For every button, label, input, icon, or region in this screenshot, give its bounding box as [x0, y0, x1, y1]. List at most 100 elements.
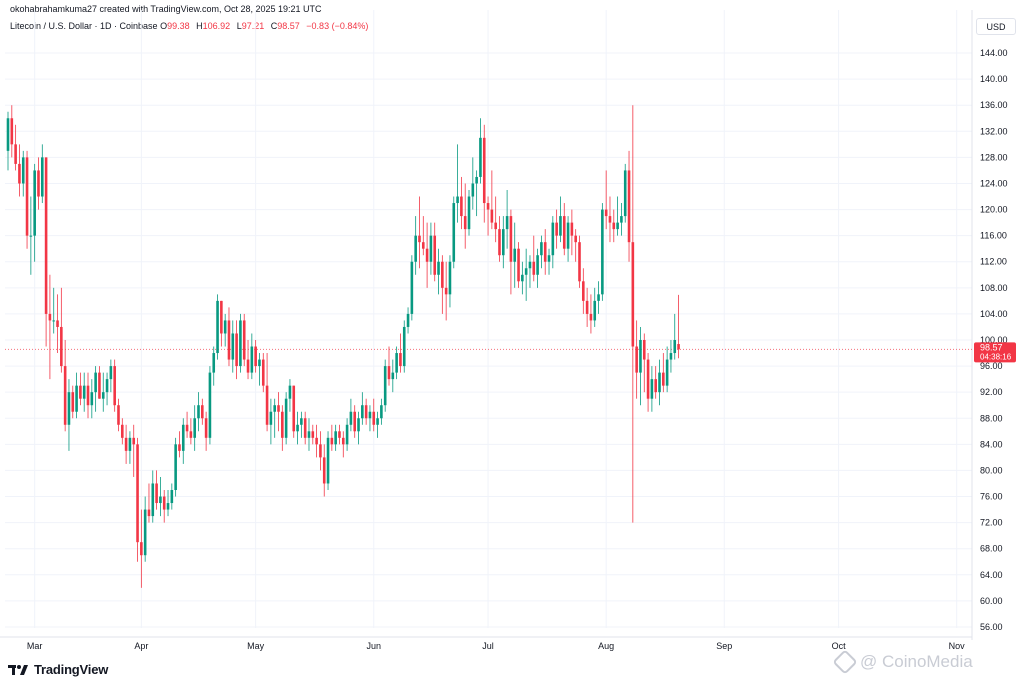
y-tick-label: 124.00 — [980, 178, 1008, 188]
candle-body — [593, 300, 597, 321]
candle-body — [67, 392, 71, 425]
candle-body — [21, 157, 25, 184]
candle-body — [124, 437, 128, 451]
candle-body — [608, 216, 612, 223]
x-tick-label: May — [247, 641, 265, 651]
candle-body — [63, 366, 67, 425]
candle-body — [467, 196, 471, 230]
candle-body — [551, 222, 555, 256]
y-tick-label: 140.00 — [980, 74, 1008, 84]
candle-body — [162, 496, 166, 510]
candle-body — [254, 346, 257, 367]
candle-body — [79, 385, 82, 399]
candle-body — [185, 424, 189, 432]
candle-body — [75, 385, 78, 412]
candle-body — [650, 379, 654, 399]
y-tick-label: 68.00 — [980, 544, 1003, 554]
y-tick-label: 128.00 — [980, 152, 1008, 162]
candle-body — [6, 118, 10, 151]
candle-body — [486, 203, 490, 210]
candle-body — [246, 359, 250, 373]
candle-body — [654, 379, 657, 393]
candle-body — [566, 222, 570, 249]
candle-body — [151, 483, 155, 517]
candle-body — [494, 222, 497, 230]
candle-body — [140, 542, 143, 556]
y-tick-label: 132.00 — [980, 126, 1008, 136]
candle-body — [410, 261, 414, 314]
price-tag-countdown: 04:38:16 — [980, 352, 1012, 361]
candle-body — [562, 216, 566, 249]
tradingview-logo[interactable]: TradingView — [8, 662, 108, 677]
high-value: 106.92 — [202, 21, 231, 31]
candle-body — [357, 418, 360, 432]
y-tick-label: 80.00 — [980, 465, 1003, 475]
candle-body — [437, 261, 440, 275]
symbol-info: Litecoin / U.S. Dollar · 1D · Coinbase O… — [10, 21, 372, 31]
candle-body — [52, 320, 56, 322]
candle-body — [322, 457, 326, 484]
candle-body — [658, 372, 661, 393]
candle-body — [181, 424, 185, 451]
candle-body — [509, 216, 513, 262]
candle-body — [204, 418, 208, 438]
candle-body — [536, 255, 539, 275]
candle-body — [155, 483, 158, 504]
candle-body — [18, 163, 21, 184]
candle-body — [555, 222, 558, 236]
candle-body — [311, 431, 315, 438]
candle-body — [349, 411, 353, 425]
symbol-name: Litecoin / U.S. Dollar · 1D · Coinbase — [10, 21, 158, 31]
candle-body — [242, 320, 246, 360]
candle-body — [521, 274, 524, 282]
open-value: 99.38 — [167, 21, 190, 31]
candle-body — [60, 326, 63, 367]
candle-body — [460, 196, 463, 217]
candle-body — [105, 379, 109, 393]
change-value: −0.83 (−0.84%) — [306, 21, 369, 31]
candle-body — [665, 359, 669, 386]
candle-body — [269, 411, 273, 425]
candle-body — [498, 229, 501, 256]
price-tag-box — [974, 342, 1016, 363]
y-tick-label: 60.00 — [980, 596, 1003, 606]
candle-body — [582, 281, 585, 301]
x-tick-label: Sep — [716, 641, 732, 651]
candle-body — [368, 411, 372, 419]
tradingview-logo-icon — [8, 664, 28, 675]
candle-body — [642, 340, 646, 360]
y-tick-label: 120.00 — [980, 205, 1008, 215]
currency-button[interactable]: USD — [976, 18, 1016, 35]
candle-body — [101, 392, 105, 399]
candle-body — [597, 294, 600, 301]
candle-body — [159, 496, 162, 504]
candle-body — [94, 372, 97, 393]
candle-body — [502, 229, 505, 256]
y-tick-label: 136.00 — [980, 100, 1008, 110]
candle-body — [376, 418, 379, 425]
candle-body — [620, 216, 623, 223]
candle-body — [220, 300, 223, 334]
low-value: 97.21 — [241, 21, 265, 31]
candle-body — [463, 216, 467, 230]
candle-body — [448, 261, 452, 295]
candle-body — [524, 268, 528, 275]
candle-body — [627, 170, 631, 243]
candle-body — [441, 261, 444, 288]
coinomedia-watermark: @ CoinoMedia — [832, 649, 973, 675]
candle-body — [540, 242, 543, 256]
candle-body — [475, 176, 478, 184]
candle-body — [662, 372, 665, 386]
candle-body — [391, 372, 395, 380]
candle-body — [71, 392, 75, 412]
y-tick-label: 112.00 — [980, 257, 1007, 267]
y-tick-label: 96.00 — [980, 361, 1003, 371]
candle-body — [395, 353, 398, 373]
candle-body — [380, 405, 383, 419]
candle-body — [673, 340, 677, 354]
candle-body — [372, 411, 376, 425]
candle-body — [646, 359, 650, 399]
candle-body — [421, 242, 425, 249]
candle-body — [25, 157, 29, 236]
